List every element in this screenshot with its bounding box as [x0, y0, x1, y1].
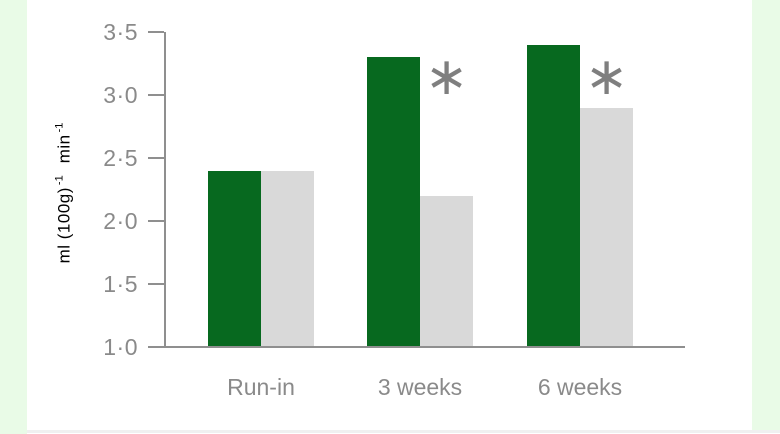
y-axis-tick-label: 2·5 — [103, 145, 138, 171]
y-axis-tick — [148, 157, 164, 159]
y-axis-tick — [148, 94, 164, 96]
page-left-margin-strip — [0, 0, 27, 434]
bar-grey-run-in — [261, 170, 314, 347]
y-axis-unit-time: min — [54, 134, 74, 164]
x-category-label: Run-in — [227, 374, 295, 400]
y-axis-exponent: -1 — [53, 122, 66, 133]
y-axis-unit-volume: ml (100g) — [54, 187, 74, 264]
x-category-label: 3 weeks — [377, 374, 463, 400]
y-axis-tick — [148, 220, 164, 222]
significance-asterisk: ∗ — [424, 47, 469, 107]
bar-grey-3-weeks — [420, 195, 473, 347]
bar-green-3-weeks — [367, 57, 420, 347]
significance-asterisk: ∗ — [584, 47, 629, 107]
y-axis-exponent: -1 — [53, 175, 66, 186]
y-axis-tick — [148, 31, 164, 33]
y-axis-title: ml (100g)-1min-1 — [54, 123, 75, 264]
bar-grey-6-weeks — [580, 107, 633, 347]
y-axis-line — [164, 32, 166, 347]
y-axis-tick — [148, 283, 164, 285]
x-axis-line — [148, 346, 685, 348]
bar-green-6-weeks — [527, 44, 580, 347]
y-axis-tick-label: 1·0 — [103, 334, 138, 360]
x-category-label: 6 weeks — [537, 374, 623, 400]
y-axis-tick-label: 3·0 — [103, 82, 138, 108]
page-right-margin-strip — [752, 0, 780, 430]
y-axis-tick-label: 2·0 — [103, 208, 138, 234]
y-axis-tick-label: 3·5 — [103, 19, 138, 45]
y-axis-tick-label: 1·5 — [103, 271, 138, 297]
bar-green-run-in — [208, 170, 261, 347]
bottom-divider — [27, 430, 780, 433]
